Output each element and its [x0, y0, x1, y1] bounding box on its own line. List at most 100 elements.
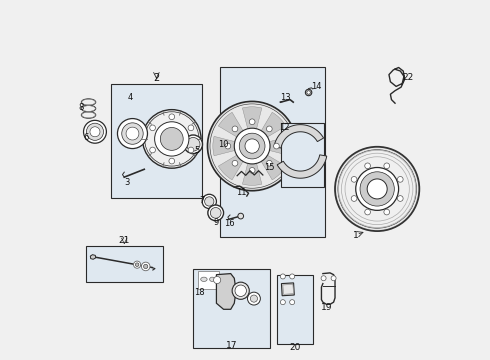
Bar	[220, 67, 325, 237]
Text: 10: 10	[218, 140, 228, 149]
Circle shape	[234, 128, 270, 164]
Circle shape	[290, 274, 294, 279]
Circle shape	[86, 123, 103, 140]
Circle shape	[150, 125, 155, 131]
Circle shape	[249, 119, 255, 125]
Circle shape	[143, 110, 201, 168]
Circle shape	[245, 139, 259, 153]
Circle shape	[90, 127, 100, 137]
Text: 16: 16	[223, 219, 234, 228]
Bar	[86, 246, 163, 282]
Polygon shape	[274, 125, 323, 148]
Text: 11: 11	[236, 188, 246, 197]
Text: 5: 5	[195, 146, 200, 155]
Circle shape	[225, 143, 231, 149]
Circle shape	[186, 138, 200, 151]
Circle shape	[367, 179, 387, 199]
Text: 2: 2	[153, 73, 160, 83]
Wedge shape	[261, 112, 286, 137]
Circle shape	[210, 104, 294, 188]
Circle shape	[331, 276, 336, 281]
Circle shape	[155, 122, 189, 156]
Text: 4: 4	[128, 93, 133, 102]
Text: 6: 6	[84, 132, 89, 141]
Circle shape	[118, 118, 147, 149]
Text: 17: 17	[226, 341, 238, 350]
Text: 15: 15	[264, 163, 274, 172]
Circle shape	[365, 209, 370, 215]
Text: 14: 14	[311, 82, 322, 91]
Circle shape	[135, 263, 139, 266]
Circle shape	[307, 91, 310, 94]
Text: 1: 1	[353, 231, 359, 240]
Circle shape	[134, 261, 141, 268]
Text: 22: 22	[402, 73, 413, 82]
Circle shape	[365, 163, 370, 169]
Circle shape	[249, 167, 255, 173]
Wedge shape	[219, 112, 243, 137]
Circle shape	[210, 207, 221, 218]
Circle shape	[202, 194, 217, 208]
Circle shape	[208, 205, 223, 221]
Circle shape	[126, 127, 139, 140]
Circle shape	[214, 276, 220, 284]
Bar	[111, 84, 202, 198]
Circle shape	[351, 176, 357, 182]
Circle shape	[321, 276, 326, 281]
Circle shape	[188, 147, 194, 153]
Circle shape	[207, 102, 297, 191]
Circle shape	[232, 282, 249, 299]
Circle shape	[122, 123, 143, 144]
Circle shape	[232, 126, 238, 132]
Polygon shape	[283, 284, 294, 294]
Circle shape	[238, 213, 244, 219]
Text: 19: 19	[321, 303, 333, 312]
Circle shape	[188, 125, 194, 131]
Circle shape	[247, 292, 260, 305]
Circle shape	[397, 176, 403, 182]
Wedge shape	[261, 155, 286, 180]
Circle shape	[83, 120, 106, 143]
Polygon shape	[217, 274, 236, 309]
Circle shape	[384, 209, 390, 215]
Wedge shape	[219, 155, 243, 180]
Text: 13: 13	[280, 93, 290, 102]
Circle shape	[232, 161, 238, 166]
Text: 18: 18	[195, 288, 205, 297]
Circle shape	[142, 262, 150, 271]
Text: 9: 9	[213, 218, 219, 227]
Circle shape	[290, 300, 294, 305]
Circle shape	[267, 126, 272, 132]
Wedge shape	[243, 107, 262, 129]
Ellipse shape	[201, 277, 207, 282]
Bar	[277, 275, 313, 344]
Bar	[193, 269, 270, 348]
Text: 3: 3	[124, 178, 130, 187]
Circle shape	[280, 274, 285, 279]
Bar	[198, 271, 220, 289]
Text: 12: 12	[279, 123, 290, 132]
Circle shape	[351, 195, 357, 201]
Polygon shape	[281, 283, 294, 296]
Circle shape	[280, 300, 285, 305]
Circle shape	[305, 89, 312, 96]
Circle shape	[144, 264, 148, 269]
Circle shape	[235, 285, 246, 296]
Circle shape	[250, 295, 258, 302]
Bar	[281, 123, 323, 187]
Circle shape	[205, 197, 214, 206]
Ellipse shape	[210, 277, 215, 282]
Circle shape	[145, 112, 199, 166]
Text: 7: 7	[199, 196, 205, 205]
Circle shape	[169, 158, 174, 164]
Polygon shape	[90, 255, 96, 259]
Circle shape	[384, 163, 390, 169]
Circle shape	[360, 172, 394, 206]
Circle shape	[150, 147, 155, 153]
Wedge shape	[213, 136, 235, 156]
Circle shape	[338, 150, 416, 228]
Polygon shape	[277, 155, 327, 178]
Circle shape	[356, 167, 398, 210]
Circle shape	[184, 135, 202, 154]
Text: 20: 20	[289, 343, 301, 352]
